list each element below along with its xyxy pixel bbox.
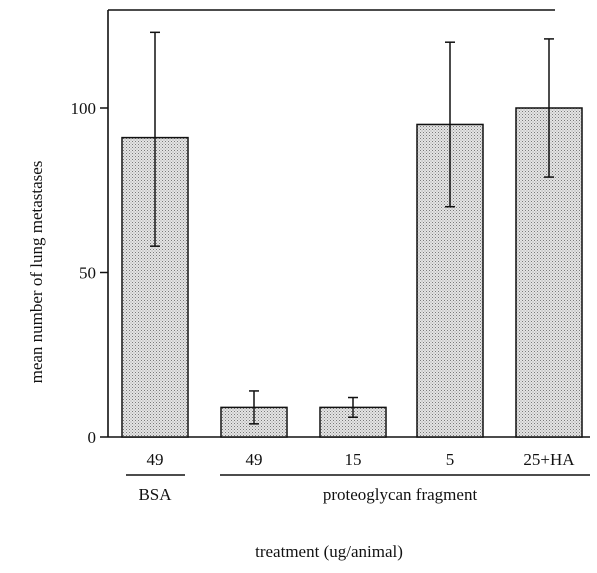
x-tick-label: 49 xyxy=(147,450,164,469)
x-tick-label: 49 xyxy=(246,450,263,469)
x-tick-label: 25+HA xyxy=(523,450,575,469)
x-tick-label: 15 xyxy=(345,450,362,469)
y-tick-label: 0 xyxy=(88,428,97,447)
y-tick-label: 50 xyxy=(79,264,96,283)
bar xyxy=(416,123,484,438)
group-label: proteoglycan fragment xyxy=(323,485,478,504)
y-tick-label: 100 xyxy=(71,99,97,118)
y-axis-title: mean number of lung metastases xyxy=(27,161,46,384)
x-tick-label: 5 xyxy=(446,450,455,469)
x-axis-title: treatment (ug/animal) xyxy=(255,542,403,561)
group-label: BSA xyxy=(138,485,172,504)
